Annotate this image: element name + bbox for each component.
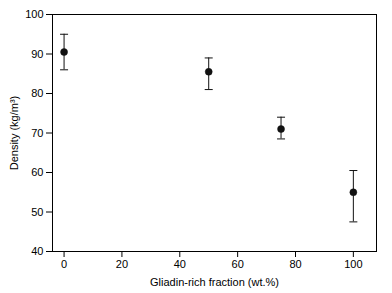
svg-text:80: 80 xyxy=(31,87,43,99)
svg-text:80: 80 xyxy=(289,258,301,270)
svg-text:40: 40 xyxy=(31,245,43,257)
svg-text:60: 60 xyxy=(31,166,43,178)
svg-text:Gliadin-rich fraction (wt.%): Gliadin-rich fraction (wt.%) xyxy=(150,276,279,288)
svg-text:60: 60 xyxy=(232,258,244,270)
svg-text:90: 90 xyxy=(31,48,43,60)
svg-text:100: 100 xyxy=(344,258,362,270)
svg-text:0: 0 xyxy=(61,258,67,270)
svg-text:100: 100 xyxy=(25,8,43,20)
svg-text:40: 40 xyxy=(174,258,186,270)
svg-text:50: 50 xyxy=(31,206,43,218)
svg-text:Density (kg/m³): Density (kg/m³) xyxy=(8,96,20,171)
svg-text:70: 70 xyxy=(31,127,43,139)
svg-text:20: 20 xyxy=(116,258,128,270)
